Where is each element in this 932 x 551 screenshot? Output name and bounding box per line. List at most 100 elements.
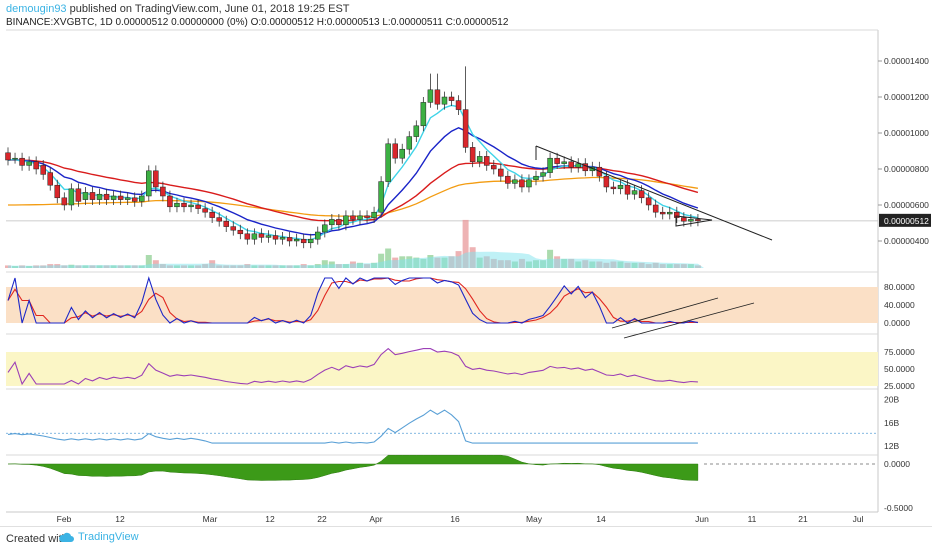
time-tick: Apr: [369, 514, 382, 524]
candle: [526, 179, 532, 188]
volume-bar: [378, 253, 385, 268]
candle: [265, 235, 272, 238]
candle: [554, 157, 560, 164]
candle: [483, 156, 490, 166]
price-tick: 0.00000600: [884, 200, 929, 210]
candle: [202, 208, 208, 213]
obv-line: [7, 409, 698, 444]
candle: [117, 195, 124, 200]
candle: [617, 184, 624, 190]
footer: Created with TradingView: [0, 526, 932, 551]
candle: [476, 156, 483, 163]
candle: [378, 181, 384, 213]
stoch-tick: 40.0000: [884, 300, 915, 310]
candle: [603, 175, 610, 188]
stoch-band: [6, 287, 878, 323]
candle: [315, 231, 321, 240]
time-tick: 21: [798, 514, 808, 524]
candle: [688, 219, 694, 222]
candle: [329, 219, 335, 226]
rsi-tick: 75.0000: [884, 347, 915, 357]
publish-line: demougin93 published on TradingView.com,…: [6, 3, 350, 15]
brand-name: TradingView: [78, 531, 139, 543]
obv-tick: 20B: [884, 395, 899, 405]
candle: [681, 217, 687, 222]
candle: [350, 215, 356, 220]
price-chart[interactable]: 0.00001400 0.00001200 0.00001000 0.00000800…: [0, 0, 932, 526]
candle: [561, 161, 567, 164]
candle: [33, 161, 39, 170]
candle: [61, 197, 68, 206]
hist-tick: 0.0000: [884, 459, 910, 469]
stoch-trendline-upper: [611, 297, 719, 329]
candle: [75, 188, 82, 202]
rsi-line: [7, 347, 698, 386]
candle: [406, 136, 413, 150]
stoch-tick: 0.0000: [884, 318, 910, 328]
volume-ma-area: [8, 251, 704, 268]
stoch-tick: 80.0000: [884, 282, 915, 292]
candle: [441, 96, 448, 105]
candle: [343, 215, 349, 226]
candle: [547, 157, 553, 173]
candle: [223, 220, 229, 227]
rsi-band: [6, 352, 878, 386]
price-tick: 0.00001000: [884, 128, 929, 138]
candle: [293, 238, 300, 242]
candle: [216, 217, 222, 222]
candle: [610, 186, 617, 190]
candle: [26, 161, 32, 166]
candle: [413, 125, 420, 137]
candle: [279, 237, 286, 240]
candle: [19, 157, 25, 166]
candle: [575, 163, 581, 168]
candle: [469, 147, 476, 163]
candle: [195, 204, 201, 209]
candle: [174, 202, 180, 208]
candle: [385, 143, 391, 182]
candle: [631, 190, 638, 195]
candle: [667, 211, 673, 215]
candle: [244, 233, 251, 240]
time-tick: 14: [596, 514, 606, 524]
candle: [68, 188, 75, 206]
author-link[interactable]: demougin93: [6, 3, 67, 15]
candle: [659, 211, 666, 215]
candle: [188, 204, 194, 208]
candle: [89, 192, 96, 200]
price-tick: 0.00001400: [884, 56, 929, 66]
candle: [272, 235, 279, 240]
candle: [674, 211, 680, 218]
rsi-tick: 25.0000: [884, 381, 915, 391]
candle: [519, 179, 525, 188]
volume-bar: [145, 255, 152, 268]
hist-tick: -0.5000: [884, 503, 913, 513]
time-tick: Jul: [853, 514, 864, 524]
cloud-icon: [59, 532, 74, 542]
candle: [491, 165, 497, 170]
rsi-tick: 50.0000: [884, 364, 915, 374]
time-tick: 12: [115, 514, 125, 524]
candle: [258, 233, 265, 238]
tradingview-logo[interactable]: TradingView: [58, 531, 139, 543]
last-price-badge: [879, 213, 931, 227]
candle: [540, 172, 546, 177]
candle: [300, 238, 307, 244]
candle: [645, 197, 652, 206]
candle: [131, 197, 138, 202]
candle: [448, 96, 455, 101]
time-tick: May: [526, 514, 543, 524]
stoch-trendline-lower: [623, 302, 755, 339]
candle: [82, 192, 89, 200]
candle: [364, 215, 370, 218]
candle: [12, 157, 18, 160]
time-tick: 22: [317, 514, 327, 524]
obv-tick: 16B: [884, 418, 899, 428]
candle: [624, 184, 631, 195]
candle: [322, 224, 328, 233]
candle: [40, 165, 46, 175]
candle: [462, 109, 469, 148]
stoch-k-line: [7, 276, 699, 324]
candle: [47, 172, 53, 186]
candle: [286, 237, 293, 242]
